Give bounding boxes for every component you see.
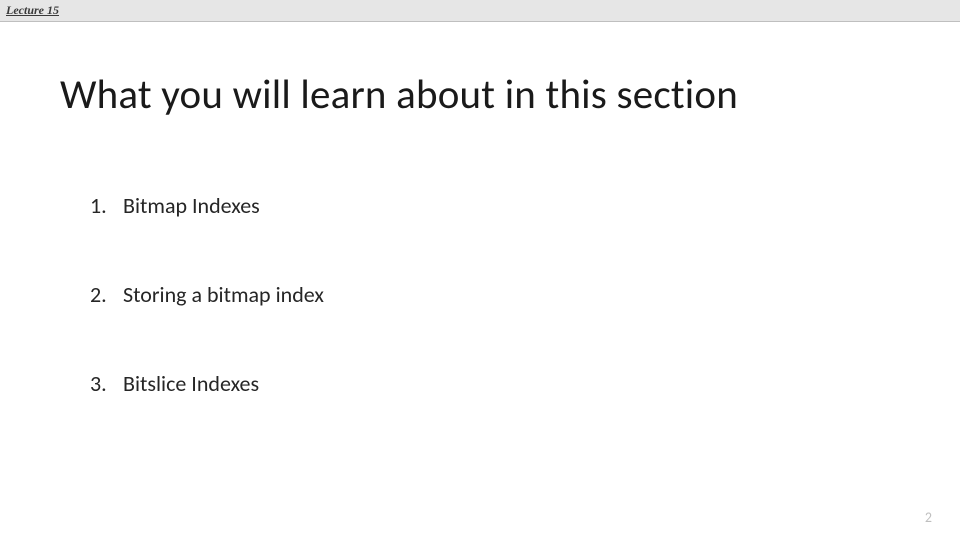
list-text: Bitmap Indexes — [123, 192, 260, 219]
list-number: 2. — [90, 281, 118, 308]
list-item: 2. Storing a bitmap index — [90, 281, 900, 308]
list-item: 3. Bitslice Indexes — [90, 370, 900, 397]
page-number: 2 — [925, 509, 932, 526]
header-bar: Lecture 15 — [0, 0, 960, 22]
list-number: 1. — [90, 192, 118, 219]
list-text: Storing a bitmap index — [123, 281, 324, 308]
lecture-label: Lecture 15 — [6, 3, 59, 18]
slide-title: What you will learn about in this sectio… — [60, 70, 900, 120]
slide-content: What you will learn about in this sectio… — [0, 22, 960, 397]
list-number: 3. — [90, 370, 118, 397]
list-item: 1. Bitmap Indexes — [90, 192, 900, 219]
list-text: Bitslice Indexes — [123, 370, 259, 397]
topic-list: 1. Bitmap Indexes 2. Storing a bitmap in… — [60, 192, 900, 397]
